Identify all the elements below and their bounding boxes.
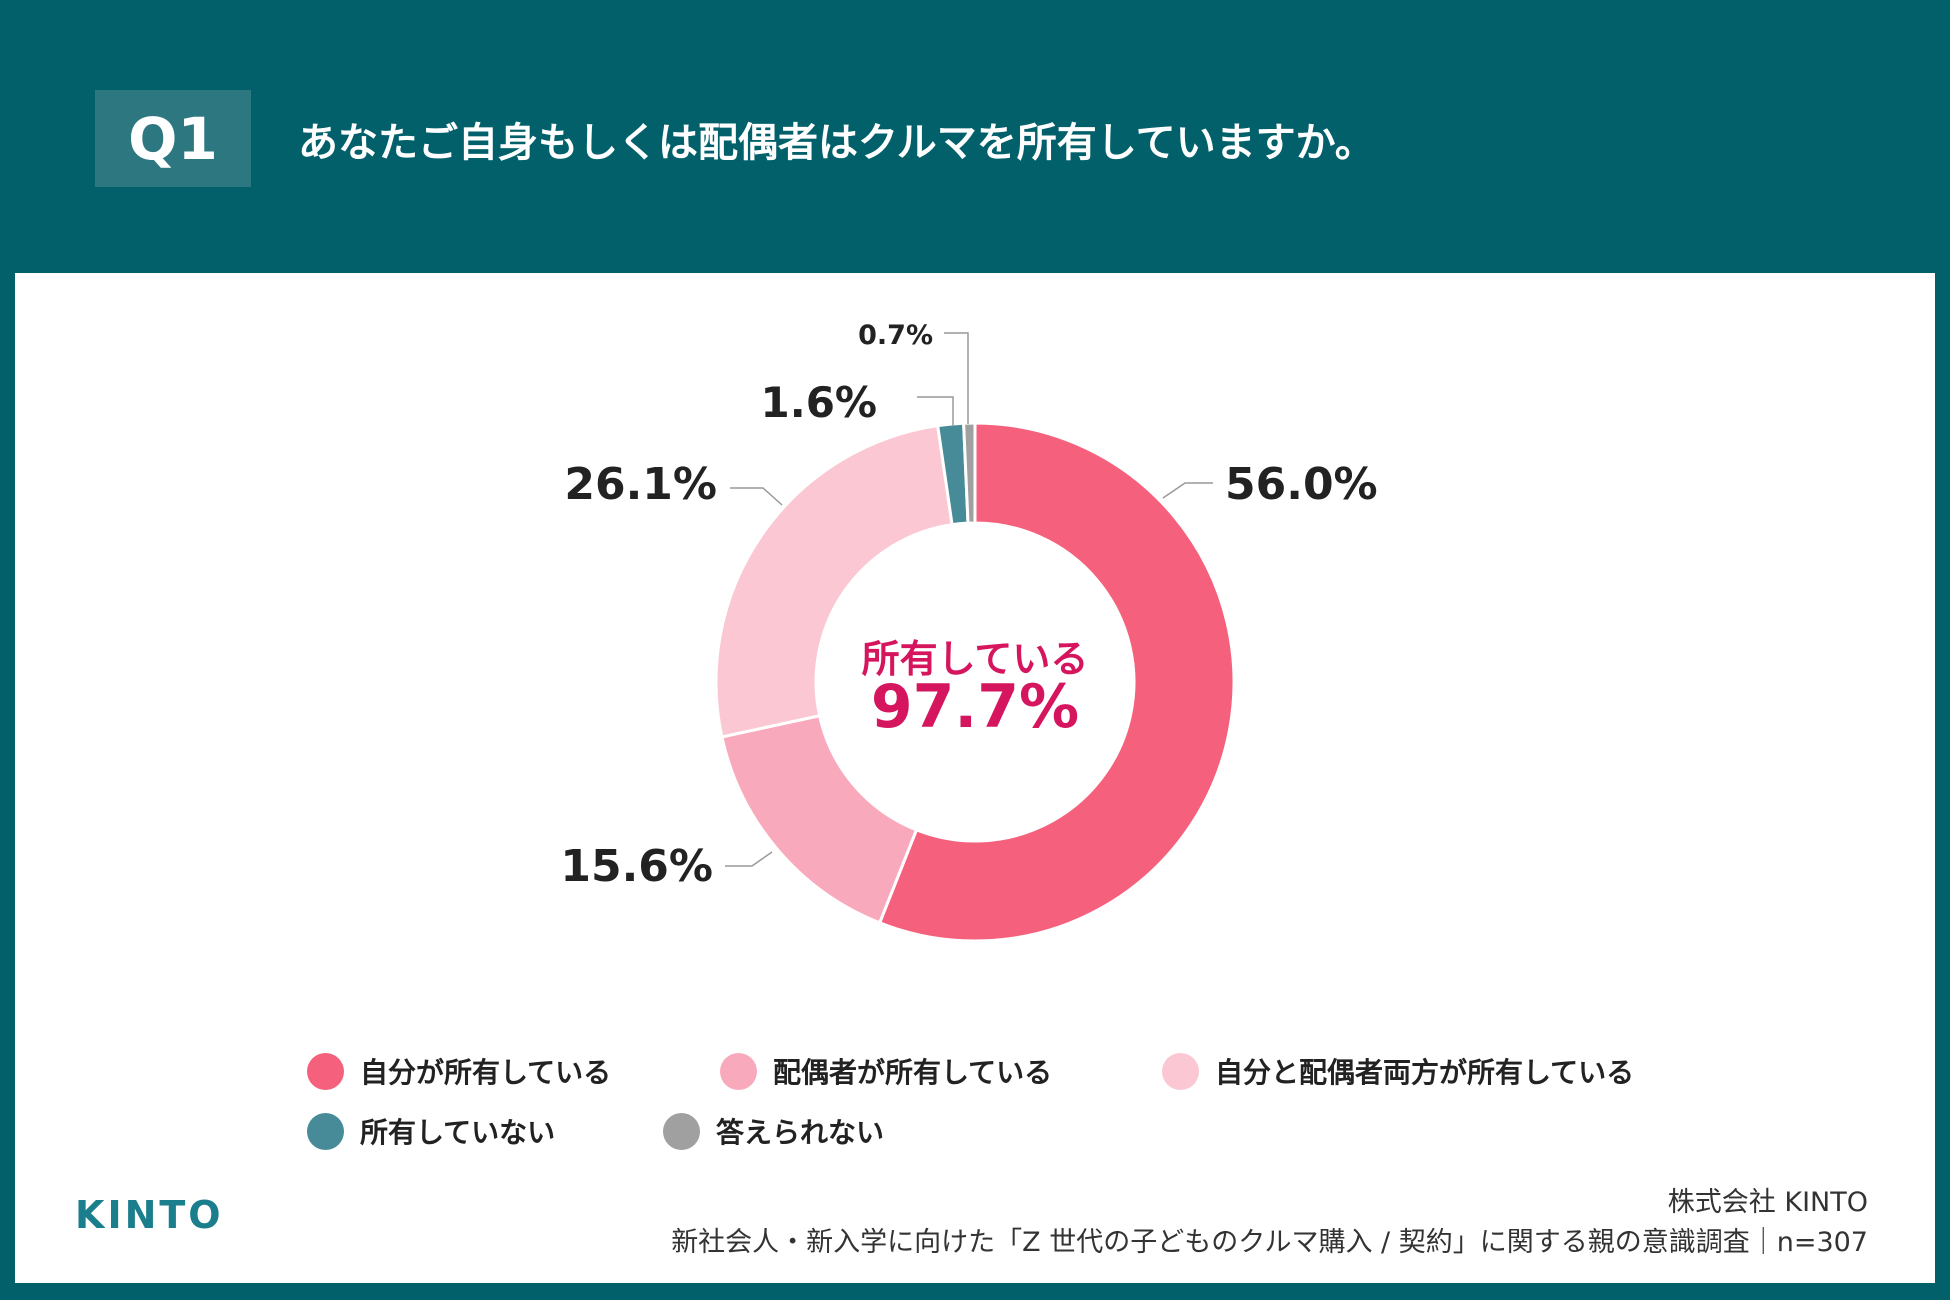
slice-label-2: 26.1% (564, 459, 717, 510)
center-value: 97.7% (870, 672, 1080, 742)
leader-line-3 (917, 396, 954, 426)
legend-label: 配偶者が所有している (773, 1056, 1053, 1089)
leader-line-2 (730, 487, 783, 506)
legend-item-0: 自分が所有している (307, 1051, 611, 1091)
slice-label-4: 0.7% (858, 320, 933, 351)
footer-survey: 新社会人・新入学に向けた「Z 世代の子どものクルマ購入 / 契約」に関する親の意… (671, 1227, 1868, 1258)
slice-label-3: 1.6% (760, 378, 877, 427)
legend-dot-icon (1162, 1052, 1199, 1090)
donut-slice-0 (877, 421, 1236, 943)
question-title: あなたご自身もしくは配偶者はクルマを所有していますか。 (298, 120, 1375, 166)
legend-label: 自分と配偶者両方が所有している (1215, 1056, 1635, 1089)
legend-item-1: 配偶者が所有している (720, 1051, 1052, 1091)
legend-label: 自分が所有している (360, 1056, 612, 1089)
center-label: 所有している (861, 637, 1089, 681)
legend-dot-icon (307, 1112, 344, 1150)
legend-item-4: 答えられない (663, 1111, 884, 1151)
question-number-badge: Q1 (95, 90, 251, 187)
legend-item-3: 所有していない (307, 1111, 555, 1151)
legend-label: 所有していない (360, 1116, 556, 1149)
legend-item-2: 自分と配偶者両方が所有している (1162, 1051, 1634, 1091)
legend-dot-icon (307, 1052, 344, 1090)
donut-slice-2 (714, 423, 954, 739)
slice-label-0: 56.0% (1225, 459, 1378, 510)
legend-label: 答えられない (716, 1116, 885, 1149)
slice-label-1: 15.6% (560, 841, 713, 892)
footer-company: 株式会社 KINTO (1667, 1187, 1868, 1218)
legend-dot-icon (720, 1052, 757, 1090)
legend-dot-icon (663, 1112, 700, 1150)
donut-slice-1 (720, 713, 919, 925)
leader-line-1 (725, 851, 773, 867)
kinto-logo: KINTO (75, 1193, 224, 1237)
leader-line-0 (1162, 482, 1213, 499)
leader-line-4 (944, 332, 969, 424)
